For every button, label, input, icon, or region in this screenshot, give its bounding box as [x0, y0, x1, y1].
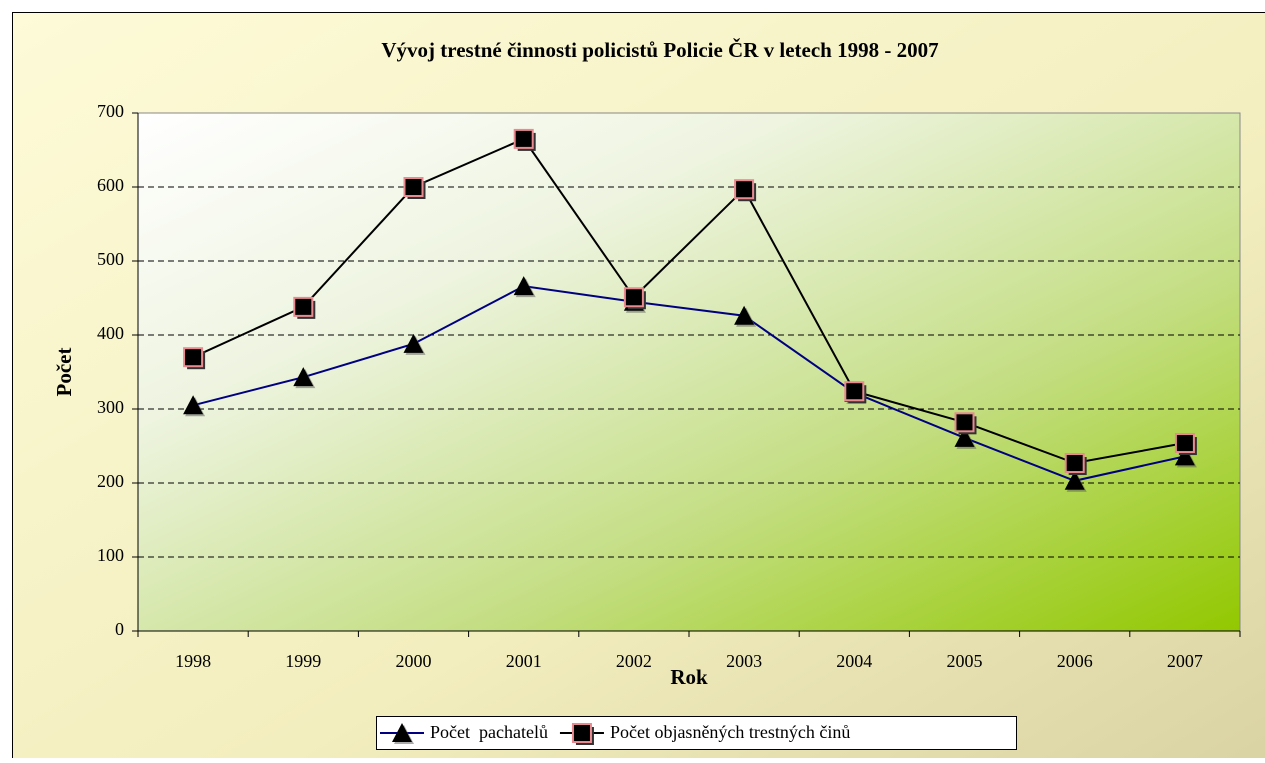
legend-label: Počet pachatelů	[430, 722, 548, 742]
marker	[184, 348, 202, 366]
marker	[515, 130, 533, 148]
y-tick-label: 600	[97, 175, 124, 195]
x-axis-label: Rok	[670, 665, 708, 689]
marker	[573, 724, 591, 742]
legend-label: Počet objasněných trestných činů	[610, 722, 850, 742]
y-axis-label: Počet	[52, 348, 76, 397]
y-tick-label: 0	[115, 619, 124, 639]
x-tick-label: 2002	[616, 651, 652, 671]
y-tick-label: 500	[97, 249, 124, 269]
x-tick-label: 2003	[726, 651, 762, 671]
marker	[294, 298, 312, 316]
marker	[1176, 434, 1194, 452]
x-tick-label: 2001	[506, 651, 542, 671]
marker	[735, 180, 753, 198]
marker	[625, 288, 643, 306]
y-tick-label: 700	[97, 101, 124, 121]
marker	[405, 178, 423, 196]
x-tick-label: 2007	[1167, 651, 1203, 671]
marker	[845, 382, 863, 400]
x-tick-label: 2004	[836, 651, 872, 671]
x-tick-label: 2000	[396, 651, 432, 671]
y-tick-label: 100	[97, 545, 124, 565]
marker	[1066, 454, 1084, 472]
y-tick-label: 400	[97, 323, 124, 343]
y-tick-label: 200	[97, 471, 124, 491]
marker	[956, 413, 974, 431]
x-tick-label: 1999	[285, 651, 321, 671]
y-tick-label: 300	[97, 397, 124, 417]
chart-title: Vývoj trestné činnosti policistů Policie…	[381, 38, 938, 62]
x-tick-label: 1998	[175, 651, 211, 671]
x-tick-label: 2006	[1057, 651, 1093, 671]
x-tick-label: 2005	[947, 651, 983, 671]
